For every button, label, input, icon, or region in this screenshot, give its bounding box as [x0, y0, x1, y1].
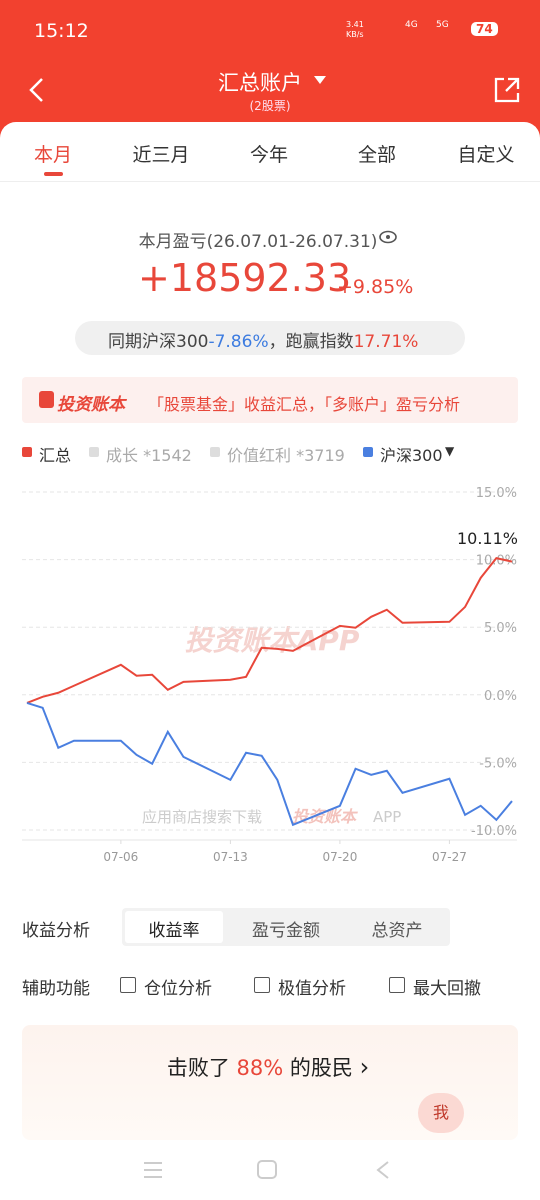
net: 4G — [405, 20, 418, 30]
time: 15:12 — [34, 20, 89, 42]
summary-amount: +18592.33 — [138, 256, 352, 300]
checkbox[interactable] — [389, 977, 405, 993]
tab[interactable]: 今年 — [249, 144, 289, 166]
banner[interactable] — [22, 377, 518, 423]
legend-label[interactable]: 汇总 — [39, 446, 72, 465]
index-change: -7.86% — [208, 332, 269, 352]
aux-label: 辅助功能 — [22, 979, 90, 999]
compare-label: 同期沪深300 — [108, 332, 209, 352]
brand-icon — [39, 391, 54, 408]
series-line — [26, 556, 513, 704]
tab-underline — [44, 172, 63, 176]
legend-swatch[interactable] — [22, 447, 32, 457]
back-icon[interactable] — [26, 76, 50, 106]
nav-bar — [144, 1160, 389, 1179]
summary-percent: +9.85% — [337, 276, 414, 298]
x-tick-label: 07-27 — [432, 850, 467, 864]
header-subtitle: (2股票) — [249, 99, 291, 113]
segment[interactable]: 收益率 — [148, 921, 200, 941]
rank-prefix: 击败了 — [166, 1056, 230, 1080]
y-tick-label: -5.0% — [479, 756, 517, 771]
analysis-label: 收益分析 — [22, 921, 90, 941]
x-tick-label: 07-06 — [103, 850, 138, 864]
net-speed: 3.41 KB/s — [346, 20, 364, 39]
watermark-app: APP — [373, 808, 401, 826]
beat-value: 17.71% — [353, 332, 419, 352]
compare-pill — [75, 321, 465, 355]
beat-label: ，跑赢指数 — [268, 332, 354, 352]
legend-label[interactable]: 成长 *1542 — [106, 446, 192, 465]
divider — [0, 181, 540, 182]
legend-arrow[interactable]: ▼ — [445, 444, 455, 458]
eye-icon[interactable] — [378, 229, 398, 245]
me-bubble[interactable]: 我 — [418, 1093, 464, 1133]
header-title[interactable]: 汇总账户 — [218, 71, 302, 95]
watermark-brand: 投资账本 — [292, 807, 358, 826]
y-tick-label: 15.0% — [476, 486, 517, 501]
watermark: 投资账本APP — [185, 624, 360, 657]
checkbox-label[interactable]: 仓位分析 — [144, 979, 212, 999]
watermark-footer: 应用商店搜索下载 — [142, 808, 262, 826]
x-tick-label: 07-20 — [322, 850, 357, 864]
battery: 74 — [471, 22, 498, 36]
tab[interactable]: 自定义 — [457, 144, 515, 166]
summary-label: 本月盈亏(26.07.01-26.07.31) — [138, 232, 378, 252]
rank-arrow: › — [359, 1053, 370, 1081]
y-tick-label: -10.0% — [471, 824, 517, 839]
banner-text: 「股票基金」收益汇总，「多账户」盈亏分析 — [148, 395, 461, 414]
legend-label[interactable]: 价值红利 *3719 — [227, 446, 345, 465]
panel — [0, 122, 540, 1200]
checkbox-label[interactable]: 极值分析 — [278, 979, 346, 999]
legend-label[interactable]: 沪深300 — [380, 446, 443, 465]
legend-swatch[interactable] — [363, 447, 373, 457]
banner-brand: 投资账本 — [57, 395, 125, 415]
tab[interactable]: 近三月 — [132, 144, 190, 166]
annotation: 10.11% — [457, 529, 518, 548]
checkbox-label[interactable]: 最大回撤 — [413, 979, 481, 999]
y-tick-label: 5.0% — [484, 621, 517, 636]
segment[interactable]: 盈亏金额 — [252, 921, 320, 941]
legend-swatch[interactable] — [89, 447, 99, 457]
checkbox[interactable] — [254, 977, 270, 993]
rank-text: 击败了 88% 的股民 › — [167, 1052, 369, 1082]
segment[interactable]: 总资产 — [371, 921, 423, 941]
legend-swatch[interactable] — [210, 447, 220, 457]
header-bg — [0, 0, 540, 140]
series-line — [26, 701, 513, 827]
tab[interactable]: 本月 — [33, 144, 73, 166]
x-tick-label: 07-13 — [213, 850, 248, 864]
tab[interactable]: 全部 — [357, 144, 397, 166]
net: 5G — [436, 20, 449, 30]
rank-value: 88% — [236, 1056, 284, 1080]
segment-active — [125, 911, 223, 943]
checkbox[interactable] — [120, 977, 136, 993]
compare-text: 同期沪深300-7.86%，跑赢指数17.71% — [108, 327, 418, 352]
dropdown-icon[interactable] — [313, 74, 327, 86]
y-tick-label: 0.0% — [484, 689, 517, 704]
rank-suffix: 的股民 — [289, 1056, 353, 1080]
share-icon[interactable] — [493, 76, 521, 104]
y-tick-label: 10.0% — [476, 554, 517, 569]
